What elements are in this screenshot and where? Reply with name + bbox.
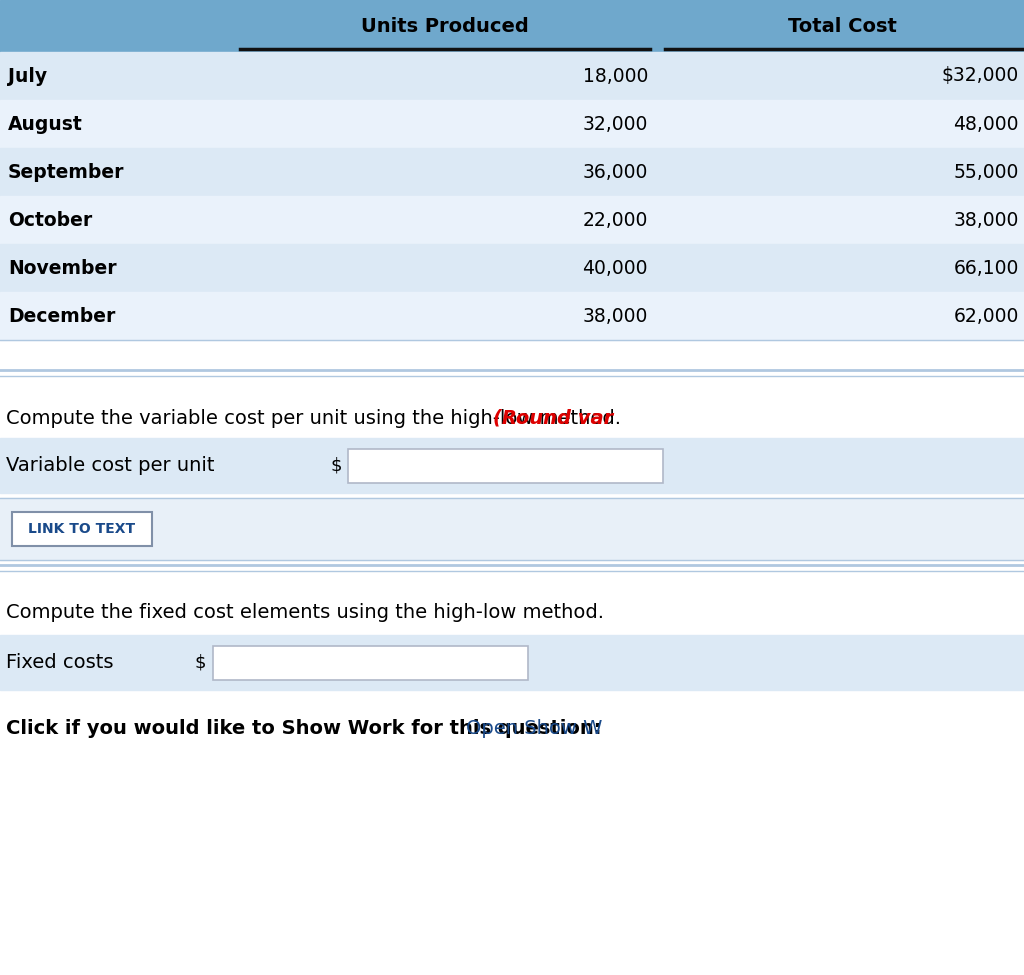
Bar: [0, 498, 1024, 560]
Bar: [0, 438, 1024, 493]
Text: December: December: [8, 306, 116, 326]
Text: LINK TO TEXT: LINK TO TEXT: [29, 522, 135, 536]
Text: August: August: [8, 114, 83, 134]
Text: Units Produced: Units Produced: [361, 17, 528, 35]
Text: November: November: [8, 258, 117, 278]
Text: $: $: [195, 653, 207, 672]
Bar: [0, 292, 1024, 340]
Text: 22,000: 22,000: [583, 211, 648, 229]
Text: Fixed costs: Fixed costs: [6, 653, 114, 672]
Text: September: September: [8, 163, 125, 181]
Bar: [0, 196, 1024, 244]
Text: Compute the fixed cost elements using the high-low method.: Compute the fixed cost elements using th…: [6, 604, 604, 622]
Text: $32,000: $32,000: [942, 66, 1019, 86]
FancyBboxPatch shape: [348, 448, 663, 483]
Text: 32,000: 32,000: [583, 114, 648, 134]
Text: 66,100: 66,100: [953, 258, 1019, 278]
Text: Open Show W: Open Show W: [466, 719, 602, 737]
Text: Click if you would like to Show Work for this question:: Click if you would like to Show Work for…: [6, 719, 601, 737]
Text: 48,000: 48,000: [953, 114, 1019, 134]
Bar: [0, 52, 1024, 100]
Text: $: $: [330, 456, 341, 475]
Text: 18,000: 18,000: [583, 66, 648, 86]
FancyBboxPatch shape: [12, 512, 152, 546]
Bar: [0, 0, 1024, 52]
Bar: [0, 148, 1024, 196]
Bar: [0, 635, 1024, 690]
Text: Compute the variable cost per unit using the high-low method.: Compute the variable cost per unit using…: [6, 409, 628, 427]
Text: 40,000: 40,000: [583, 258, 648, 278]
Text: July: July: [8, 66, 47, 86]
Text: Total Cost: Total Cost: [787, 17, 896, 35]
Text: Variable cost per unit: Variable cost per unit: [6, 456, 214, 475]
Bar: [0, 100, 1024, 148]
Text: 38,000: 38,000: [583, 306, 648, 326]
FancyBboxPatch shape: [213, 645, 528, 680]
Bar: [0, 244, 1024, 292]
Text: October: October: [8, 211, 92, 229]
Text: (Round var: (Round var: [494, 409, 613, 427]
Text: 55,000: 55,000: [953, 163, 1019, 181]
Text: 38,000: 38,000: [953, 211, 1019, 229]
Text: 62,000: 62,000: [953, 306, 1019, 326]
Text: 36,000: 36,000: [583, 163, 648, 181]
